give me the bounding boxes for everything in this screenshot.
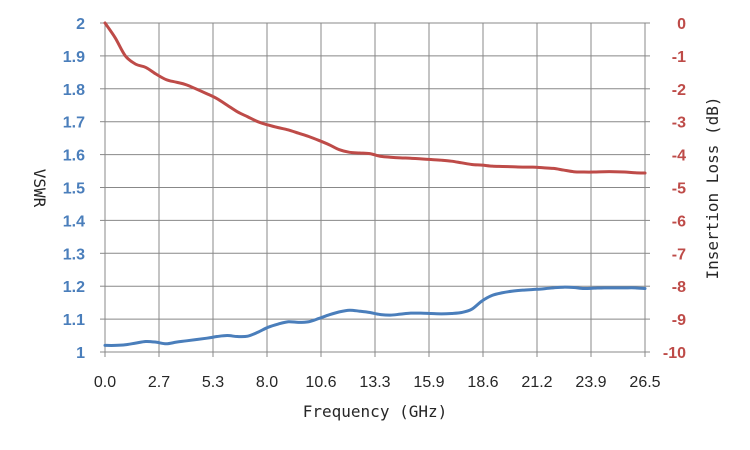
y2-tick-label: -9	[672, 312, 686, 329]
tick-layer: 0.0 2.7 5.3 8.0 10.6 13.3 15.9 18.6 21.2 23.9 26.5…	[63, 16, 686, 391]
x-tick-label: 23.9	[575, 374, 606, 391]
y2-tick-label: -2	[672, 82, 686, 99]
y2-tick-label: -4	[672, 148, 686, 165]
series-layer	[103, 21, 647, 347]
grid-layer	[100, 22, 650, 357]
y-tick-label: 1.8	[63, 82, 85, 99]
x-tick-label: 10.6	[305, 374, 336, 391]
y-tick-label: 1.1	[63, 312, 85, 329]
y-tick-label: 1.2	[63, 279, 85, 296]
insertion-loss-series-line	[103, 21, 647, 175]
x-tick-label: 15.9	[413, 374, 444, 391]
y2-tick-label: -6	[672, 213, 686, 230]
y2-tick-label: -10	[663, 345, 686, 362]
x-tick-label: 5.3	[202, 374, 224, 391]
x-tick-label: 26.5	[629, 374, 660, 391]
x-tick-label: 8.0	[256, 374, 278, 391]
y-tick-label: 1.6	[63, 148, 85, 165]
x-tick-label: 0.0	[94, 374, 116, 391]
y2-tick-label: -5	[672, 181, 686, 198]
x-tick-label: 18.6	[467, 374, 498, 391]
x-tick-label: 21.2	[521, 374, 552, 391]
x-tick-label: 2.7	[148, 374, 170, 391]
x-tick-label: 13.3	[359, 374, 390, 391]
y2-tick-label: -7	[672, 246, 686, 263]
plot-area-border	[104, 22, 646, 353]
y2-tick-label: 0	[677, 16, 686, 33]
vswr-series-line	[103, 285, 647, 347]
y2-tick-label: -8	[672, 279, 686, 296]
y-tick-label: 1.7	[63, 115, 85, 132]
y2-tick-label: -3	[672, 115, 686, 132]
right-axis-title: Insertion Loss (dB)	[703, 96, 722, 279]
left-axis-title: VSWR	[30, 169, 49, 208]
y-tick-label: 1.5	[63, 181, 85, 198]
y-tick-label: 1.9	[63, 49, 85, 66]
y-tick-label: 1	[76, 345, 85, 362]
y-tick-label: 2	[76, 16, 85, 33]
x-axis-title: Frequency (GHz)	[303, 402, 448, 421]
y2-tick-label: -1	[672, 49, 686, 66]
y-tick-label: 1.3	[63, 246, 85, 263]
y-tick-label: 1.4	[63, 213, 85, 230]
